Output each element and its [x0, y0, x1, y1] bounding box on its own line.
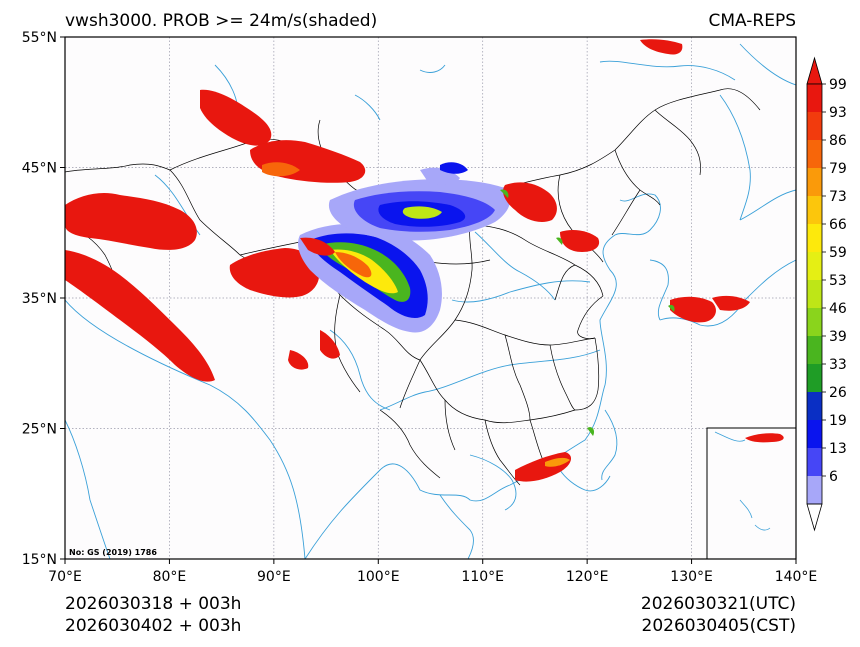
colorbar-segment — [807, 140, 822, 169]
colorbar-segment — [807, 196, 822, 225]
map-axes: 70°E 80°E 90°E 100°E 110°E 120°E 130°E 140°E 55°… — [22, 30, 818, 585]
valid-time-cst: 2026030405(CST) — [642, 616, 796, 636]
colorbar-label: 26 — [829, 385, 847, 401]
colorbar-segment — [807, 448, 822, 477]
south-china-sea-inset — [706, 427, 796, 559]
colorbar-segment — [807, 280, 822, 309]
colorbar-segment — [807, 364, 822, 393]
lat-tick-label: 25°N — [22, 422, 57, 438]
colorbar-label: 6 — [829, 469, 838, 485]
colorbar-label: 19 — [829, 413, 847, 429]
lat-tick-label: 45°N — [22, 161, 57, 177]
colorbar-label: 46 — [829, 301, 847, 317]
lon-tick-label: 100°E — [357, 569, 400, 585]
model-name: CMA-REPS — [708, 11, 796, 31]
colorbar-segment — [807, 392, 822, 421]
lon-tick-label: 140°E — [775, 569, 818, 585]
colorbar-label: 13 — [829, 441, 847, 457]
lat-tick-label: 15°N — [22, 552, 57, 568]
map-content: No: GS (2019) 1786 — [65, 37, 796, 559]
lon-tick-label: 90°E — [257, 569, 291, 585]
colorbar-segment — [807, 84, 822, 113]
colorbar-segment — [807, 252, 822, 281]
colorbar-segment — [807, 308, 822, 337]
map-title: vwsh3000. PROB >= 24m/s(shaded) — [65, 11, 377, 31]
lon-tick-label: 120°E — [566, 569, 609, 585]
lat-tick-label: 55°N — [22, 30, 57, 46]
map-approval-number: No: GS (2019) 1786 — [69, 548, 157, 557]
colorbar-label: 66 — [829, 217, 847, 233]
lon-tick-label: 80°E — [153, 569, 187, 585]
colorbar-label: 93 — [829, 105, 847, 121]
valid-time-utc: 2026030321(UTC) — [641, 594, 796, 614]
colorbar-segment — [807, 420, 822, 449]
colorbar-outline — [806, 83, 823, 505]
probability-shading — [65, 39, 750, 482]
colorbar-label: 39 — [829, 329, 847, 345]
coastlines — [65, 43, 796, 559]
colorbar-label: 99 — [829, 77, 847, 93]
colorbar-label: 53 — [829, 273, 847, 289]
lon-tick-label: 70°E — [48, 569, 82, 585]
colorbar-segment — [807, 168, 822, 197]
colorbar-max-arrow — [806, 56, 823, 85]
colorbar-segment — [807, 336, 822, 365]
colorbar-segment — [807, 112, 822, 141]
colorbar-label: 59 — [829, 245, 847, 261]
init-time-cst: 2026030402 + 003h — [65, 616, 241, 636]
init-time-utc: 2026030318 + 003h — [65, 594, 241, 614]
lon-tick-label: 110°E — [461, 569, 504, 585]
lon-tick-label: 130°E — [670, 569, 713, 585]
colorbar: 99 93 86 79 73 66 59 53 46 39 33 26 19 13 6 — [806, 56, 847, 532]
colorbar-segment — [807, 224, 822, 253]
colorbar-min-arrow — [806, 503, 823, 532]
colorbar-label: 73 — [829, 189, 847, 205]
colorbar-label: 86 — [829, 133, 847, 149]
colorbar-label: 79 — [829, 161, 847, 177]
lat-tick-label: 35°N — [22, 291, 57, 307]
colorbar-label: 33 — [829, 357, 847, 373]
colorbar-segment — [807, 476, 822, 505]
